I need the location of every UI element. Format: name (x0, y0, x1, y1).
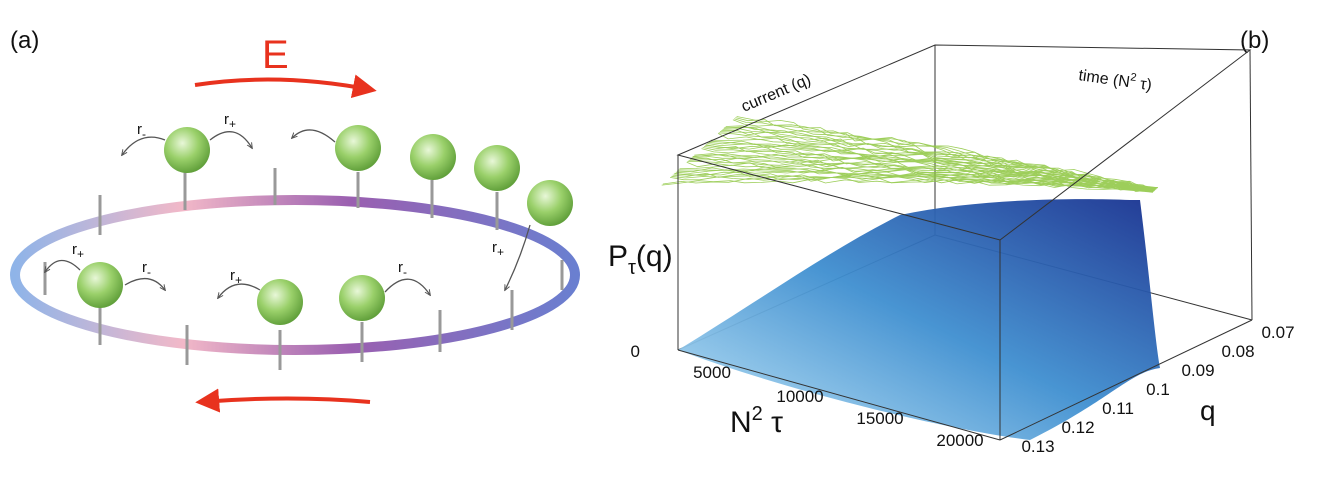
axis-ticks: 0 5000 10000 15000 20000 0.07 0.08 0.09 0.1 0.11 0… (631, 323, 1295, 456)
text: time (N (1077, 67, 1130, 91)
y-tick-label: 0.08 (1221, 342, 1254, 361)
field-arrow (194, 74, 377, 99)
rate-symbol: r (72, 241, 77, 258)
rate-symbol: r (492, 239, 497, 256)
rate-label: r- (137, 121, 146, 141)
text: 2 (752, 403, 763, 425)
x-axis-label: N2 τ (730, 403, 783, 439)
rate-direction: + (497, 245, 504, 259)
x-tick-label: 10000 (776, 387, 823, 406)
rate-symbol: r (230, 267, 235, 284)
return-arrow (195, 388, 371, 413)
rate-symbol: r (398, 259, 403, 276)
text: (q) (636, 240, 673, 273)
rate-label: r- (398, 259, 407, 279)
y-tick-label: 0.09 (1181, 361, 1214, 380)
rate-direction: + (235, 273, 242, 287)
current-traces (661, 116, 1158, 193)
rate-label: r+ (230, 267, 242, 287)
particles (77, 125, 573, 325)
top-label-current: current (q) (739, 71, 814, 115)
rate-direction: + (77, 247, 84, 261)
rate-symbol: r (224, 111, 229, 128)
trace (678, 169, 1153, 193)
rate-direction: - (147, 265, 151, 279)
z-tick-label: 0 (631, 342, 640, 361)
trace (701, 148, 1156, 191)
trace (670, 175, 1156, 191)
sites (43, 168, 564, 370)
y-tick-label: 0.12 (1061, 418, 1094, 437)
y-tick-label: 0.1 (1146, 380, 1170, 399)
field-label: E (262, 33, 289, 77)
text: P (608, 240, 628, 273)
rate-direction: - (403, 265, 407, 279)
y-tick-label: 0.07 (1261, 323, 1294, 342)
trace (687, 161, 1158, 190)
rate-label: r- (142, 259, 151, 279)
text: τ (763, 406, 783, 439)
text: 2 (1130, 71, 1138, 84)
x-tick-label: 5000 (693, 363, 731, 382)
rate-symbol: r (137, 121, 142, 138)
y-tick-label: 0.13 (1021, 437, 1054, 456)
box-front (676, 44, 1253, 441)
y-axis-label: q (1200, 395, 1216, 426)
z-axis-label: Pτ(q) (608, 240, 673, 279)
rate-symbol: r (142, 259, 147, 276)
trace (709, 140, 1153, 193)
x-tick-label: 20000 (936, 431, 983, 450)
ring (10, 195, 580, 355)
rate-direction: - (142, 127, 146, 141)
rate-label: r+ (72, 241, 84, 261)
x-tick-label: 15000 (856, 409, 903, 428)
rate-label: r+ (224, 111, 236, 131)
rate-label: r+ (492, 239, 504, 259)
rate-labels: r-r+r+r-r+r-r+ (72, 111, 504, 287)
probability-surface (678, 199, 1160, 440)
text: N (730, 406, 752, 439)
y-tick-label: 0.11 (1102, 399, 1134, 418)
panel-label: (a) (10, 27, 39, 54)
top-label-time: time (N2 τ) (1077, 64, 1153, 94)
hop-arrows (45, 129, 531, 298)
rate-direction: + (229, 117, 236, 131)
text: τ (628, 257, 636, 279)
text: τ) (1135, 75, 1153, 94)
